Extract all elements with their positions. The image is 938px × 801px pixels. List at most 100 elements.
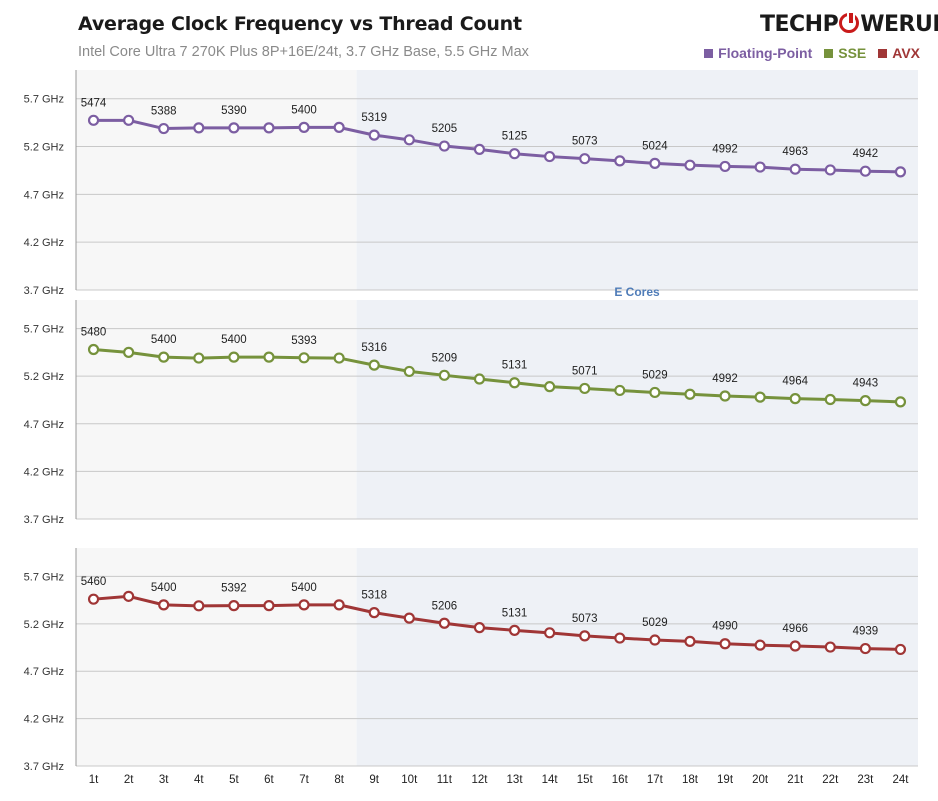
data-point [228,351,240,363]
data-point [824,641,836,653]
y-tick-label: 4.2 GHz [24,466,64,478]
data-label: 4943 [853,378,879,390]
y-tick-label: 5.7 GHz [24,324,64,336]
x-tick-label: 16t [612,774,629,786]
x-tick-label: 20t [752,774,769,786]
data-label: 4964 [782,376,808,388]
data-point [508,377,521,389]
series-line [93,118,901,174]
p-core-region [76,70,357,290]
data-point [228,600,240,612]
x-tick-label: 14t [542,774,559,786]
legend-swatch [704,48,714,58]
data-point [508,148,521,160]
data-label: 5393 [291,335,317,347]
x-tick-label: 3t [159,774,169,786]
y-tick-label: 4.7 GHz [24,419,64,431]
data-point [894,396,907,408]
data-label: 5205 [432,123,458,135]
x-tick-label: 9t [369,774,379,786]
data-point [473,143,486,155]
data-label: 5319 [361,112,387,124]
data-point [403,365,415,378]
legend-item-avx: AVX [878,45,920,61]
data-point [368,607,380,619]
data-point [228,122,240,134]
data-label: 5388 [151,106,177,118]
x-tick-label: 15t [577,774,594,786]
data-point [403,134,415,146]
data-point [859,165,871,177]
power-icon [839,11,860,33]
series-line [93,594,901,651]
data-label: 5029 [642,617,668,629]
data-label: 5318 [361,590,387,602]
data-point [824,164,836,176]
data-label: 4963 [782,146,808,158]
data-point [123,114,135,126]
x-tick-label: 10t [401,774,418,786]
chart-title: Average Clock Frequency vs Thread Count [78,13,522,35]
y-tick-label: 4.2 GHz [24,714,64,726]
data-point [579,382,591,395]
data-point [894,643,907,656]
y-tick-label: 4.7 GHz [24,666,64,678]
y-tick-label: 5.7 GHz [24,94,64,106]
chart-panel-sse: 3.7 GHz 4.2 GHz 4.7 GHz 5.2 GHz 5.7 GHz 5480 5… [24,300,919,526]
data-label: 4992 [712,143,738,155]
e-core-region [356,70,919,290]
data-point [544,150,556,163]
legend-item-floating-point: Floating-Point [704,45,812,61]
data-point [263,351,275,363]
y-tick-label: 3.7 GHz [24,761,64,773]
data-point [438,617,450,629]
data-point [614,384,626,397]
data-point [789,163,801,175]
y-tick-label: 3.7 GHz [24,514,64,526]
data-point [649,634,661,646]
data-label: 5400 [291,582,317,594]
data-point [649,386,661,399]
x-tick-label: 11t [437,774,453,786]
e-core-region [356,300,919,519]
x-tick-label: 4t [194,774,204,786]
data-point [298,599,310,611]
techpowerup-logo: TECHP WERUP [760,11,938,37]
data-point [684,635,696,647]
legend-label: Floating-Point [718,45,813,61]
data-point [87,343,100,356]
e-cores-annotation: E Cores [614,285,660,299]
data-label: 5071 [572,365,598,377]
data-label: 5073 [572,613,598,625]
data-point [789,640,801,652]
y-tick-label: 3.7 GHz [24,285,64,297]
data-point [87,593,100,605]
data-point [123,346,135,358]
x-tick-label: 7t [299,774,309,786]
chart-panel-avx: 3.7 GHz 4.2 GHz 4.7 GHz 5.2 GHz 5.7 GHz 5460 5… [24,548,919,773]
chart-subtitle: Intel Core Ultra 7 270K Plus 8P+16E/24t,… [78,44,529,60]
x-tick-label: 8t [334,774,344,786]
legend-swatch [878,48,888,58]
data-point [649,157,661,169]
data-point [193,352,205,364]
data-point [193,122,205,134]
data-point [368,359,380,371]
x-tick-label: 5t [229,774,239,786]
y-tick-label: 5.2 GHz [24,371,64,383]
data-label: 4990 [712,621,738,633]
x-tick-label: 18t [682,774,699,786]
legend-swatch [824,48,834,58]
data-label: 5029 [642,369,668,381]
y-tick-label: 5.2 GHz [24,142,64,154]
x-tick-label: 6t [264,774,274,786]
data-label: 5024 [642,140,668,152]
data-point [473,373,486,385]
data-label: 5400 [151,582,177,594]
data-label: 4966 [782,623,808,635]
data-label: 4992 [712,373,738,385]
x-tick-label: 13t [507,774,524,786]
data-point [333,121,345,133]
data-point [859,395,871,407]
data-point [263,122,275,134]
